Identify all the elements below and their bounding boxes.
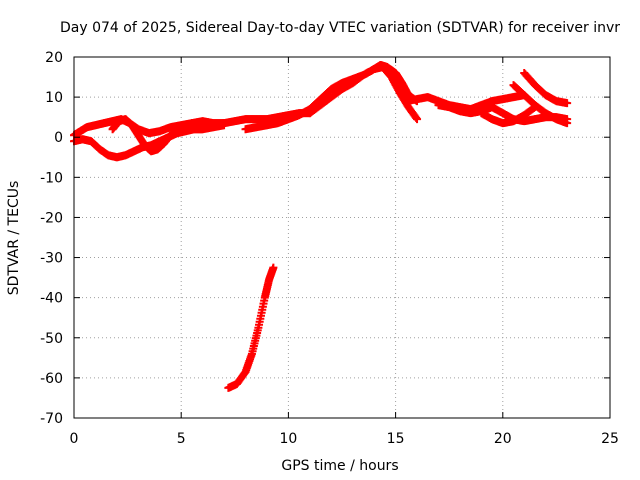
y-tick-label: -60 [40,371,63,387]
grid-lines [74,57,610,418]
plot-frame [73,56,611,419]
y-tick-label: -40 [40,291,63,307]
x-axis-ticks: 0 5 10 15 20 25 [70,57,619,447]
data-point [563,99,572,108]
data-point [563,119,572,128]
y-tick-label: -70 [40,411,63,427]
x-tick-label: 5 [177,431,186,447]
x-tick-label: 10 [279,431,297,447]
y-tick-label: 10 [45,90,63,106]
chart-title: Day 074 of 2025, Sidereal Day-to-day VTE… [60,20,620,36]
series-track-k [224,263,278,392]
data-points [70,61,572,392]
y-tick-label: -50 [40,331,63,347]
y-tick-label: 20 [45,50,63,66]
y-tick-label: -30 [40,251,63,267]
y-axis-label: SDTVAR / TECUs [6,181,22,296]
y-tick-label: -20 [40,210,63,226]
data-point [220,119,229,128]
series-track-j [520,69,572,108]
x-tick-label: 25 [601,431,619,447]
x-tick-label: 20 [494,431,512,447]
y-axis-ticks: 20 10 0 -10 -20 -30 -40 -50 -60 -70 [40,50,610,427]
x-tick-label: 15 [387,431,405,447]
data-point [269,263,278,272]
x-axis-label: GPS time / hours [281,458,398,474]
series-track-i [509,81,572,128]
series-track-c [108,115,229,156]
data-point [413,115,422,124]
y-tick-label: 0 [54,130,63,146]
x-tick-label: 0 [70,431,79,447]
y-tick-label: -10 [40,170,63,186]
